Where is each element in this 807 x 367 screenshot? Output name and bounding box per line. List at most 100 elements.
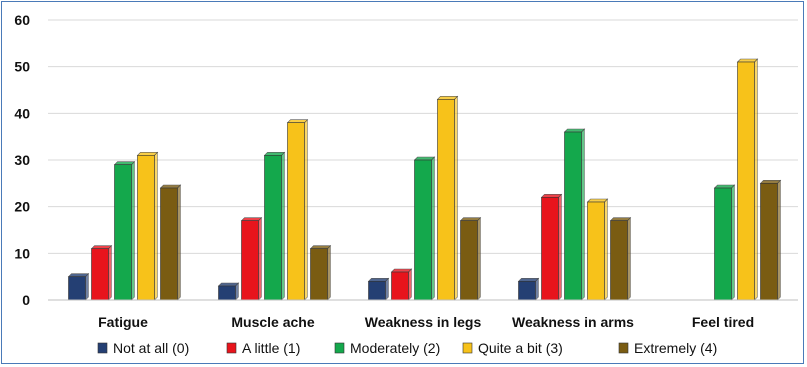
- bar-front: [437, 99, 455, 301]
- y-tick-label: 40: [14, 105, 30, 121]
- bar-top: [436, 96, 459, 100]
- bar-side: [408, 268, 412, 301]
- bar-side: [431, 156, 435, 301]
- bar-top: [586, 198, 609, 203]
- bar: [609, 216, 632, 301]
- bar: [413, 156, 436, 301]
- bar-top: [367, 278, 390, 282]
- y-tick-label: 30: [14, 152, 30, 168]
- bar-front: [414, 159, 432, 301]
- bar-side: [454, 95, 458, 301]
- bar-front: [91, 248, 109, 301]
- bar-front: [160, 187, 178, 301]
- bar-front: [68, 276, 86, 301]
- bar-top: [136, 152, 159, 156]
- bar: [459, 216, 482, 301]
- bar-front: [610, 220, 628, 301]
- bar-top: [517, 278, 540, 282]
- y-tick-label: 10: [14, 245, 30, 261]
- bar-top: [713, 184, 736, 189]
- bar-top: [217, 282, 240, 287]
- bar-front: [737, 61, 755, 301]
- bar-side: [754, 58, 758, 301]
- bar-top: [413, 156, 436, 161]
- legend-item: A little (1): [226, 340, 300, 356]
- legend-item: Not at all (0): [97, 340, 189, 356]
- bar: [67, 272, 90, 301]
- bar-top: [563, 128, 586, 133]
- bar-top: [263, 152, 286, 156]
- bar: [736, 58, 759, 301]
- bar: [759, 179, 782, 301]
- x-axis-categories: Fatigue Muscle ache Weakness in legs Weakne…: [98, 314, 754, 330]
- bar-top: [609, 217, 632, 221]
- bar-front: [287, 122, 305, 301]
- bar-top: [240, 217, 263, 221]
- legend-label: A little (1): [242, 340, 300, 356]
- legend-label: Not at all (0): [113, 340, 189, 356]
- legend-item: Quite a bit (3): [462, 340, 563, 356]
- bar-front: [391, 271, 409, 301]
- legend-swatch: [97, 342, 108, 354]
- bar: [136, 151, 159, 301]
- bar: [159, 184, 182, 301]
- bar-front: [137, 155, 155, 301]
- bar-top: [759, 180, 782, 184]
- x-category-label: Muscle ache: [231, 314, 314, 330]
- bar-side: [258, 216, 262, 301]
- bar-side: [304, 118, 308, 301]
- bars: [67, 58, 782, 301]
- bar-top: [390, 268, 413, 273]
- bar-front: [564, 131, 582, 301]
- legend-item: Moderately (2): [334, 340, 440, 356]
- bar-side: [327, 244, 331, 301]
- bar-front: [587, 201, 605, 301]
- bar: [286, 118, 309, 301]
- bar: [563, 128, 586, 301]
- legend: Not at all (0) A little (1) Moderately (2)…: [97, 340, 717, 356]
- bar-top: [67, 273, 90, 277]
- bar-front: [114, 164, 132, 301]
- bar-top: [459, 217, 482, 221]
- bar: [90, 244, 113, 301]
- bar-front: [541, 197, 559, 301]
- bar-side: [535, 277, 539, 301]
- bar-side: [558, 193, 562, 301]
- bar-top: [540, 194, 563, 198]
- bar-side: [777, 179, 781, 301]
- bar-top: [113, 161, 136, 165]
- bar-top: [159, 184, 182, 189]
- bar: [367, 277, 390, 301]
- bar-front: [518, 281, 536, 301]
- y-tick-label: 20: [14, 199, 30, 215]
- bar: [263, 151, 286, 301]
- bar: [586, 198, 609, 301]
- bar-side: [581, 128, 585, 301]
- bar-front: [218, 285, 236, 301]
- bar-side: [477, 216, 481, 301]
- bar-side: [627, 216, 631, 301]
- bar-front: [760, 183, 778, 301]
- bar-top: [286, 119, 309, 123]
- legend-label: Moderately (2): [350, 340, 440, 356]
- bar-side: [731, 184, 735, 301]
- bar-front: [714, 187, 732, 301]
- legend-item: Extremely (4): [618, 340, 717, 356]
- x-category-label: Weakness in legs: [365, 314, 482, 330]
- bar-front: [241, 220, 259, 301]
- legend-label: Extremely (4): [634, 340, 717, 356]
- y-axis-ticks: 0 10 20 30 40 50 60: [14, 12, 30, 308]
- bar-top: [736, 58, 759, 63]
- bar: [540, 193, 563, 301]
- bar-side: [177, 184, 181, 301]
- bar-side: [131, 160, 135, 301]
- bar-front: [264, 155, 282, 301]
- legend-swatch: [334, 342, 345, 354]
- x-category-label: Feel tired: [692, 314, 754, 330]
- bar-side: [604, 198, 608, 301]
- bar: [240, 216, 263, 301]
- legend-label: Quite a bit (3): [478, 340, 563, 356]
- bar-front: [310, 248, 328, 301]
- bar-side: [281, 151, 285, 301]
